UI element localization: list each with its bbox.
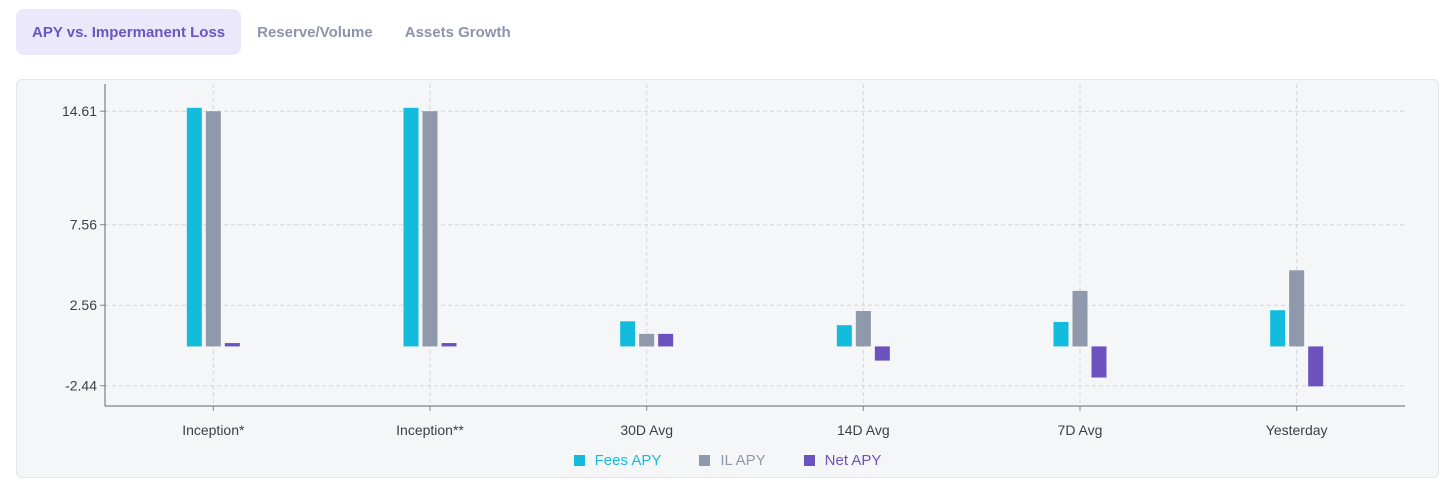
y-tick-label: 14.61 xyxy=(62,103,97,119)
chart-panel: 14.61 7.56 2.56 -2.44 Inception* Inception** 3… xyxy=(16,79,1439,478)
tab-reserve-volume[interactable]: Reserve/Volume xyxy=(257,23,373,41)
bar-net-apy xyxy=(1308,346,1324,387)
bar-net-apy xyxy=(658,333,674,347)
chart-legend: Fees APY IL APY Net APY xyxy=(17,452,1438,469)
legend-item-net-apy[interactable]: Net APY xyxy=(803,452,882,469)
legend-label-il-apy: IL APY xyxy=(720,452,766,469)
legend-item-il-apy[interactable]: IL APY xyxy=(699,452,766,469)
apy-bar-chart: 14.61 7.56 2.56 -2.44 Inception* Inception** 3… xyxy=(62,84,1405,438)
legend-label-net-apy: Net APY xyxy=(824,452,882,469)
legend-swatch-net-apy xyxy=(803,455,815,466)
bar-net-apy xyxy=(1091,346,1107,378)
bar-il-apy xyxy=(639,333,655,347)
bar-il-apy xyxy=(1289,270,1305,347)
legend-label-fees-apy: Fees APY xyxy=(594,452,662,469)
x-tick-label: 14D Avg xyxy=(837,422,890,438)
legend-item-fees-apy[interactable]: Fees APY xyxy=(573,452,662,469)
y-tick-label: 7.56 xyxy=(70,217,97,233)
x-tick-label: Yesterday xyxy=(1266,422,1328,438)
x-tick-label: Inception** xyxy=(396,422,464,438)
bar-net-apy xyxy=(224,343,240,347)
bar-net-apy xyxy=(874,346,890,361)
x-tick-label: 7D Avg xyxy=(1058,422,1103,438)
legend-swatch-il-apy xyxy=(699,455,711,466)
legend-swatch-fees-apy xyxy=(573,455,585,466)
y-tick-label: -2.44 xyxy=(65,378,97,394)
bar-il-apy xyxy=(1072,290,1088,347)
tab-bar: APY vs. Impermanent Loss Reserve/Volume … xyxy=(16,9,527,55)
tab-assets-growth[interactable]: Assets Growth xyxy=(404,23,511,41)
bar-fees-apy xyxy=(1053,321,1069,347)
bar-fees-apy xyxy=(836,325,852,347)
bar-fees-apy xyxy=(186,107,202,347)
bar-fees-apy xyxy=(403,107,419,347)
tab-apy-vs-impermanent-loss[interactable]: APY vs. Impermanent Loss xyxy=(16,9,242,55)
bar-fees-apy xyxy=(620,321,636,347)
bar-fees-apy xyxy=(1270,310,1286,347)
bar-net-apy xyxy=(441,343,457,347)
bar-il-apy xyxy=(855,311,871,347)
bar-il-apy xyxy=(422,111,438,347)
x-tick-label: Inception* xyxy=(182,422,245,438)
y-tick-label: 2.56 xyxy=(70,297,97,313)
x-tick-label: 30D Avg xyxy=(620,422,673,438)
bar-il-apy xyxy=(205,111,221,347)
